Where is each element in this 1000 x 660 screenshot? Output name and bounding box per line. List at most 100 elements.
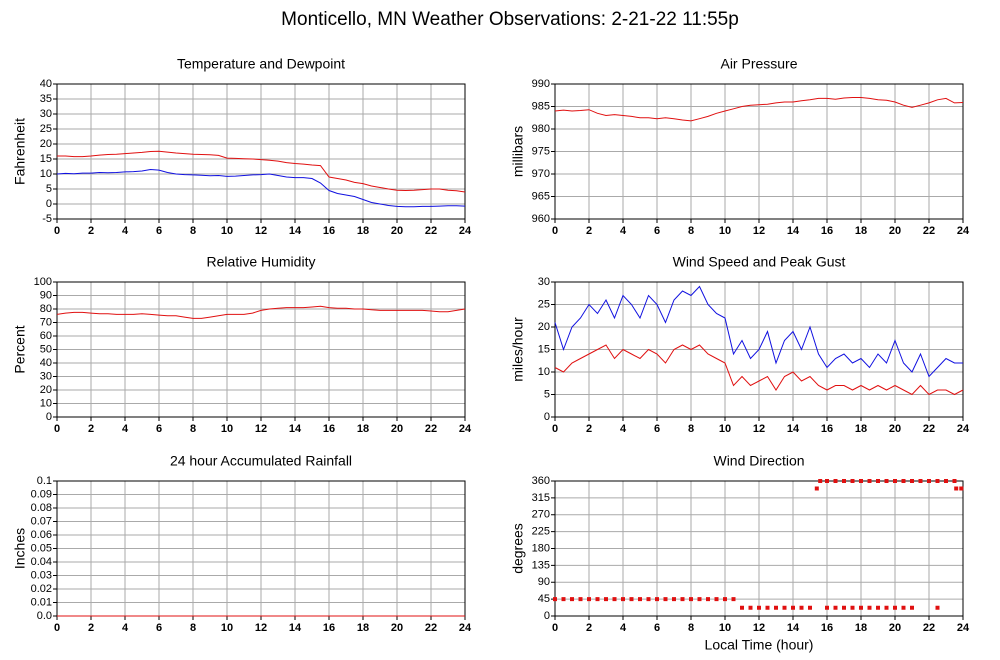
x-tick-label: 2 [88, 622, 94, 634]
data-point [901, 479, 906, 483]
x-tick-label: 0 [552, 225, 558, 237]
x-tick-label: 2 [586, 225, 592, 237]
data-point [791, 605, 795, 610]
x-tick-label: 18 [357, 423, 369, 435]
y-tick-label: 90 [538, 576, 550, 588]
data-point [570, 597, 574, 602]
data-point [884, 605, 889, 610]
y-tick-label: 100 [34, 276, 52, 288]
x-tick-label: 14 [787, 622, 800, 634]
data-point [959, 486, 964, 491]
data-point [765, 605, 770, 610]
x-tick-label: 6 [156, 622, 162, 634]
y-tick-label: 20 [538, 321, 550, 333]
x-tick-label: 22 [923, 423, 935, 435]
chart-title: 24 hour Accumulated Rainfall [170, 453, 352, 469]
data-line [554, 285, 963, 378]
y-tick-label: 0.08 [31, 502, 52, 514]
x-tick-label: 10 [221, 622, 233, 634]
y-tick-label: 15 [40, 153, 52, 165]
data-line [554, 344, 964, 396]
y-tick-label: 990 [532, 78, 550, 90]
data-point [689, 597, 693, 602]
data-point [561, 597, 566, 602]
data-point [621, 597, 625, 602]
y-tick-label: 0.1 [37, 475, 52, 487]
x-tick-label: 18 [357, 622, 369, 634]
x-tick-label: 18 [357, 225, 369, 237]
x-tick-label: 8 [190, 225, 196, 237]
y-tick-label: 985 [532, 100, 550, 112]
chart-title: Air Pressure [720, 56, 797, 72]
y-tick-label: 20 [40, 384, 52, 396]
x-tick-label: 10 [221, 423, 233, 435]
data-point [655, 597, 659, 602]
x-tick-label: 6 [156, 423, 162, 435]
data-point [757, 605, 761, 610]
y-tick-label: 10 [538, 366, 550, 378]
data-line [56, 168, 466, 208]
y-tick-label: 15 [538, 343, 550, 355]
data-point [842, 479, 846, 483]
y-tick-label: -5 [42, 213, 52, 225]
x-tick-label: 16 [323, 225, 335, 237]
x-tick-label: 2 [586, 423, 592, 435]
y-tick-label: 30 [40, 108, 52, 120]
x-tick-label: 14 [787, 225, 800, 237]
x-tick-label: 4 [122, 423, 129, 435]
x-tick-label: 22 [923, 225, 935, 237]
x-tick-label: 10 [221, 225, 233, 237]
x-tick-label: 14 [787, 423, 800, 435]
x-tick-label: 2 [586, 622, 592, 634]
plot-frame [554, 83, 964, 220]
x-tick-label: 4 [620, 423, 627, 435]
x-tick-label: 6 [654, 225, 660, 237]
x-tick-label: 0 [54, 622, 60, 634]
x-tick-label: 12 [753, 423, 765, 435]
chart-title: Relative Humidity [207, 254, 316, 270]
x-tick-label: 12 [255, 423, 267, 435]
x-tick-label: 10 [719, 225, 731, 237]
y-tick-label: 0 [46, 198, 52, 210]
page-title: Monticello, MN Weather Observations: 2-2… [281, 9, 739, 30]
data-point [714, 597, 719, 602]
data-point [893, 479, 897, 483]
data-point [842, 605, 846, 610]
data-point [604, 597, 608, 602]
x-tick-label: 24 [957, 423, 970, 435]
x-tick-label: 12 [753, 225, 765, 237]
data-point [884, 479, 889, 483]
data-line [56, 305, 466, 319]
data-point [876, 479, 880, 483]
y-tick-label: 25 [40, 123, 52, 135]
plot-frame [56, 83, 466, 220]
x-axis-label: Local Time (hour) [705, 637, 814, 653]
x-tick-label: 20 [391, 423, 403, 435]
data-line [57, 150, 466, 193]
y-tick-label: 980 [532, 123, 550, 135]
y-tick-label: 70 [40, 316, 52, 328]
y-tick-label: 0 [544, 411, 550, 423]
data-point [833, 605, 838, 610]
x-tick-label: 4 [620, 225, 627, 237]
data-point [952, 479, 957, 483]
x-tick-label: 8 [688, 225, 694, 237]
x-tick-label: 16 [821, 225, 833, 237]
data-point [859, 605, 863, 610]
y-tick-label: 10 [40, 397, 52, 409]
x-tick-label: 4 [122, 225, 129, 237]
data-point [954, 486, 959, 491]
data-point [935, 605, 940, 610]
data-point [901, 605, 906, 610]
x-tick-label: 22 [425, 225, 437, 237]
x-tick-label: 4 [620, 622, 627, 634]
y-tick-label: 0 [544, 610, 550, 622]
data-point [825, 479, 829, 483]
data-point [850, 479, 855, 483]
data-point [638, 597, 642, 602]
y-tick-label: 0.03 [31, 569, 52, 581]
y-tick-label: 0.02 [31, 583, 52, 595]
x-tick-label: 8 [190, 622, 196, 634]
